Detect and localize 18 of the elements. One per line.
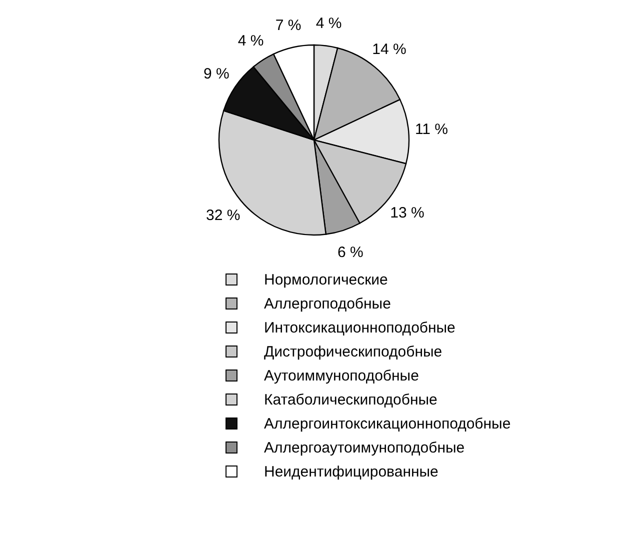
- legend-label: Аутоиммуноподобные: [264, 368, 419, 384]
- legend-label: Аллергоаутоимуноподобные: [264, 440, 465, 456]
- data-label: 11 %: [414, 120, 448, 138]
- data-label: 4 %: [316, 14, 342, 32]
- legend-label: Интоксикационноподобные: [264, 320, 456, 336]
- data-label: 9 %: [203, 66, 230, 83]
- legend-label: Аллергоподобные: [264, 296, 391, 312]
- data-label: 13 %: [390, 204, 424, 222]
- data-label: 4 %: [238, 32, 264, 50]
- legend-label: Дистрофическиподобные: [264, 344, 442, 360]
- legend-label: Неидентифицированные: [264, 464, 438, 480]
- data-label: 14 %: [372, 41, 406, 58]
- data-label: 6 %: [338, 244, 364, 262]
- legend-label: Катаболическиподобные: [264, 392, 438, 408]
- legend-label: Нормологические: [264, 272, 388, 288]
- data-label: 7 %: [275, 16, 302, 34]
- data-label: 32 %: [206, 207, 240, 224]
- legend-label: Аллергоинтоксикационноподобные: [264, 416, 511, 432]
